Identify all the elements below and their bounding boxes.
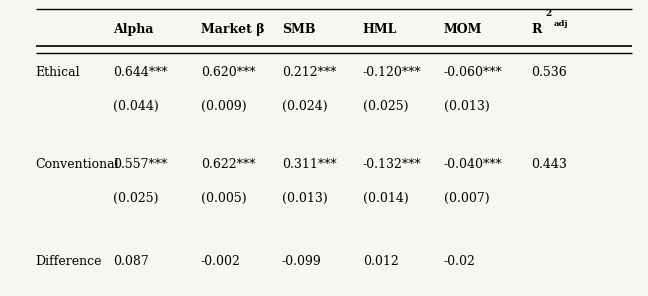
Text: SMB: SMB [282, 23, 316, 36]
Text: 0.536: 0.536 [531, 66, 567, 79]
Text: -0.132***: -0.132*** [363, 158, 421, 171]
Text: 0.087: 0.087 [113, 255, 149, 268]
Text: -0.02: -0.02 [444, 255, 476, 268]
Text: (0.009): (0.009) [201, 100, 246, 113]
Text: -0.060***: -0.060*** [444, 66, 503, 79]
Text: Alpha: Alpha [113, 23, 154, 36]
Text: (0.007): (0.007) [444, 192, 489, 205]
Text: 0.622***: 0.622*** [201, 158, 255, 171]
Text: 0.212***: 0.212*** [282, 66, 336, 79]
Text: (0.013): (0.013) [444, 100, 490, 113]
Text: Ethical: Ethical [36, 66, 80, 79]
Text: (0.025): (0.025) [363, 100, 408, 113]
Text: 0.012: 0.012 [363, 255, 399, 268]
Text: (0.014): (0.014) [363, 192, 409, 205]
Text: (0.013): (0.013) [282, 192, 328, 205]
Text: Difference: Difference [36, 255, 102, 268]
Text: -0.099: -0.099 [282, 255, 321, 268]
Text: 0.311***: 0.311*** [282, 158, 336, 171]
Text: 0.557***: 0.557*** [113, 158, 168, 171]
Text: adj: adj [553, 20, 568, 28]
Text: HML: HML [363, 23, 397, 36]
Text: -0.120***: -0.120*** [363, 66, 421, 79]
Text: (0.025): (0.025) [113, 192, 159, 205]
Text: R: R [531, 23, 542, 36]
Text: 2: 2 [546, 9, 552, 18]
Text: (0.024): (0.024) [282, 100, 327, 113]
Text: 0.443: 0.443 [531, 158, 567, 171]
Text: Market β: Market β [201, 23, 264, 36]
Text: 0.644***: 0.644*** [113, 66, 168, 79]
Text: Conventional: Conventional [36, 158, 119, 171]
Text: (0.044): (0.044) [113, 100, 159, 113]
Text: 0.620***: 0.620*** [201, 66, 255, 79]
Text: -0.002: -0.002 [201, 255, 241, 268]
Text: MOM: MOM [444, 23, 482, 36]
Text: (0.005): (0.005) [201, 192, 246, 205]
Text: -0.040***: -0.040*** [444, 158, 503, 171]
